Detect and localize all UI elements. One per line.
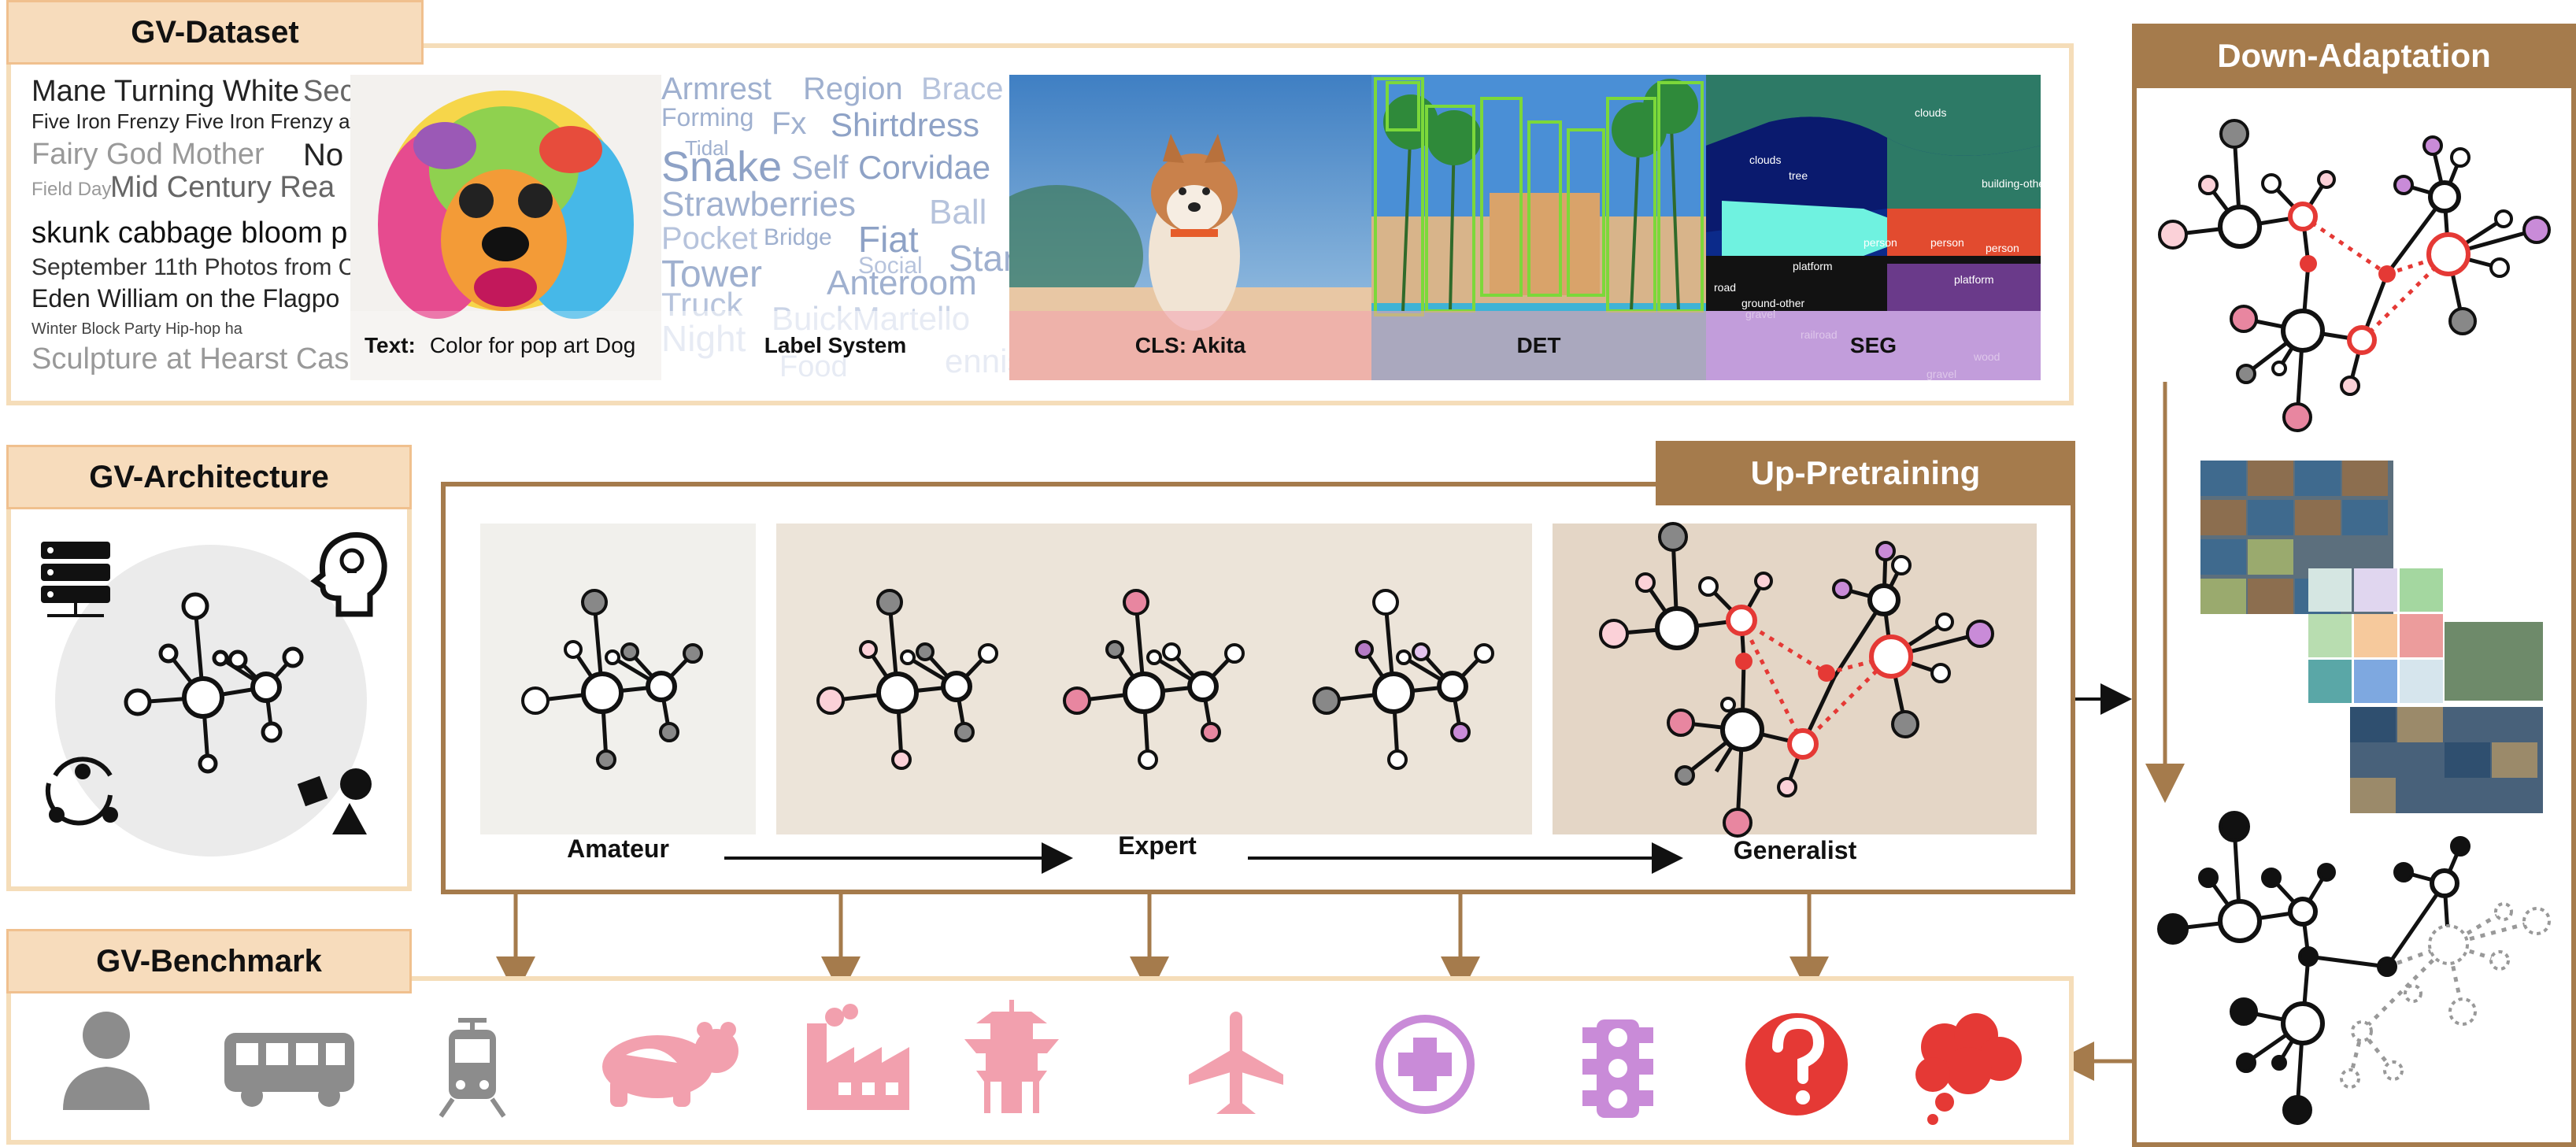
wordcloud-word: September 11th Photos from Cha (31, 254, 350, 280)
dataset-popart-tile: Text: Color for pop art Dog (350, 75, 661, 380)
wordcloud-word: Eden William on the Flagpo (31, 284, 340, 313)
text-caption-value: Color for pop art Dog (429, 333, 636, 357)
label-word: Fx (772, 106, 807, 141)
wordcloud-word: Fairy God Mother (31, 138, 265, 171)
label-word: Brace (921, 75, 1004, 106)
label-word: Ball (929, 193, 987, 231)
seg-region-label: person (1986, 242, 2019, 254)
wordcloud-word: skunk cabbage bloom p (31, 216, 348, 250)
label-word: Anteroom (827, 264, 977, 302)
expert-label: Expert (1118, 831, 1197, 860)
wordcloud-word: Mane Turning White (31, 75, 300, 108)
seg-region-label: clouds (1749, 154, 1782, 166)
wordcloud-word: No (303, 138, 344, 172)
wordcloud-word: Sculpture at Hearst Cas (31, 342, 350, 376)
dataset-title: GV-Dataset (6, 0, 424, 65)
seg-region-label: building-other (1982, 177, 2041, 190)
seg-region-label: platform (1954, 273, 1994, 286)
label-word: Strawberries (661, 185, 856, 224)
label-word: Forming (661, 103, 754, 131)
wordcloud-word: Mid Century Rea (110, 171, 335, 204)
dataset-label-system-tile: Armrest Region Brace Forming Fx Shirtdre… (661, 75, 1009, 380)
wordcloud-word: Five Iron Frenzy Five Iron Frenzy at t (31, 109, 350, 133)
dataset-seg-tile: clouds clouds tree building-other person… (1706, 75, 2041, 380)
seg-region-label: person (1930, 236, 1964, 249)
text-caption: Text: Color for pop art Dog (350, 311, 661, 380)
label-word: Corvidae (858, 149, 991, 186)
label-word: Social (858, 253, 923, 279)
seg-region-label: ground-other (1741, 297, 1805, 309)
dataset-wordcloud-tile: Mane Turning White Sec Five Iron Frenzy … (31, 75, 350, 380)
seg-region-label: person (1864, 236, 1897, 249)
seg-region-label: tree (1789, 169, 1808, 182)
benchmark-title: GV-Benchmark (6, 929, 412, 993)
adaptation-title: Down-Adaptation (2132, 24, 2576, 88)
pretraining-title: Up-Pretraining (1656, 441, 2075, 505)
det-caption: DET (1371, 311, 1706, 380)
label-word: Tidal (685, 136, 729, 160)
wordcloud-word: Sec (303, 75, 350, 108)
cls-caption: CLS: Akita (1009, 311, 1371, 380)
label-word: Star (949, 238, 1009, 279)
wordcloud-word: Field Day (31, 179, 112, 200)
label-word: Fiat (858, 219, 919, 260)
dataset-det-tile: DET (1371, 75, 1706, 380)
seg-region-label: road (1714, 281, 1737, 294)
label-word: Pocket (661, 221, 758, 256)
text-caption-label: Text: (365, 333, 416, 357)
architecture-panel (6, 480, 412, 891)
adaptation-panel (2132, 24, 2576, 1147)
seg-region-label: clouds (1915, 106, 1947, 119)
label-word: Region (803, 75, 903, 106)
label-word: Tower (661, 253, 763, 295)
seg-caption: SEG (1706, 311, 2041, 380)
label-word: Snake (661, 143, 783, 191)
label-word: Self (791, 149, 849, 186)
label-word: Bridge (764, 224, 832, 250)
benchmark-panel (6, 976, 2074, 1145)
label-word: Armrest (661, 75, 772, 106)
label-word: Shirtdress (831, 106, 980, 143)
generalist-stage-box (1553, 524, 2037, 834)
amateur-stage-box (480, 524, 756, 834)
benchmark-arrows (496, 894, 1829, 996)
popart-dog-image (378, 91, 634, 319)
amateur-label: Amateur (567, 834, 669, 863)
wordcloud-word: Winter Block Party Hip-hop ha (31, 320, 242, 338)
dataset-cls-tile: CLS: Akita (1009, 75, 1371, 380)
generalist-label: Generalist (1733, 836, 1857, 864)
seg-region-label: platform (1793, 260, 1833, 272)
expert-stage-box (776, 524, 1532, 834)
architecture-title: GV-Architecture (6, 445, 412, 509)
label-system-caption: Label System (661, 311, 1009, 380)
